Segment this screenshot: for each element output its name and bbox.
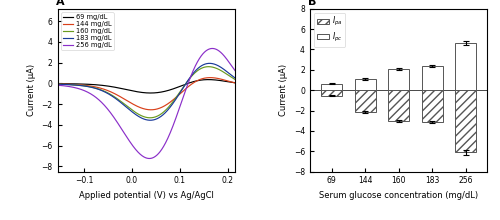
Bar	[422, 90, 442, 122]
160 mg/dL	[168, 103, 174, 106]
256 mg/dL	[162, 141, 168, 144]
256 mg/dL	[54, 84, 60, 86]
Y-axis label: Current (μA): Current (μA)	[27, 64, 36, 116]
69 mg/dL	[190, 81, 196, 83]
183 mg/dL	[162, 111, 168, 114]
Text: B: B	[308, 0, 316, 7]
Bar	[321, 84, 342, 90]
Legend: 69 mg/dL, 144 mg/dL, 160 mg/dL, 183 mg/dL, 256 mg/dL: 69 mg/dL, 144 mg/dL, 160 mg/dL, 183 mg/d…	[62, 12, 114, 50]
160 mg/dL	[66, 83, 71, 86]
144 mg/dL	[54, 83, 60, 85]
160 mg/dL	[208, 66, 214, 68]
69 mg/dL	[66, 82, 71, 85]
69 mg/dL	[232, 81, 238, 84]
Line: 160 mg/dL: 160 mg/dL	[58, 67, 235, 118]
Legend: $\mathit{I}_{pa}$, $\mathit{I}_{pc}$: $\mathit{I}_{pa}$, $\mathit{I}_{pc}$	[314, 13, 345, 47]
160 mg/dL	[54, 83, 60, 86]
X-axis label: Serum glucose concentration (mg/dL): Serum glucose concentration (mg/dL)	[319, 191, 478, 200]
256 mg/dL	[66, 85, 71, 88]
183 mg/dL	[66, 83, 71, 86]
Bar	[321, 90, 342, 96]
144 mg/dL	[66, 83, 71, 86]
Bar	[354, 79, 376, 90]
X-axis label: Applied potential (V) vs Ag/AgCl: Applied potential (V) vs Ag/AgCl	[79, 191, 214, 200]
256 mg/dL	[158, 149, 164, 152]
Line: 69 mg/dL: 69 mg/dL	[58, 80, 235, 93]
183 mg/dL	[190, 73, 196, 75]
183 mg/dL	[232, 77, 238, 79]
256 mg/dL	[190, 71, 196, 73]
183 mg/dL	[158, 115, 164, 118]
Bar	[456, 43, 476, 90]
144 mg/dL	[232, 82, 238, 84]
Bar	[388, 90, 409, 121]
69 mg/dL	[148, 92, 154, 94]
183 mg/dL	[168, 105, 174, 108]
Y-axis label: Current (μA): Current (μA)	[279, 64, 288, 116]
144 mg/dL	[158, 106, 164, 109]
144 mg/dL	[207, 76, 213, 79]
144 mg/dL	[148, 108, 154, 111]
256 mg/dL	[208, 47, 214, 50]
256 mg/dL	[210, 47, 216, 50]
144 mg/dL	[168, 100, 174, 103]
Line: 144 mg/dL: 144 mg/dL	[58, 78, 235, 110]
Text: A: A	[56, 0, 64, 7]
144 mg/dL	[190, 82, 196, 85]
69 mg/dL	[158, 91, 164, 94]
160 mg/dL	[232, 78, 238, 81]
256 mg/dL	[232, 70, 238, 72]
160 mg/dL	[147, 116, 153, 119]
183 mg/dL	[54, 83, 60, 86]
160 mg/dL	[190, 74, 196, 77]
69 mg/dL	[208, 78, 214, 81]
69 mg/dL	[54, 82, 60, 85]
Line: 256 mg/dL: 256 mg/dL	[58, 48, 235, 158]
69 mg/dL	[168, 88, 174, 91]
Bar	[354, 90, 376, 112]
160 mg/dL	[206, 65, 212, 68]
69 mg/dL	[162, 90, 168, 92]
144 mg/dL	[208, 76, 214, 79]
183 mg/dL	[147, 119, 153, 122]
160 mg/dL	[162, 109, 168, 112]
160 mg/dL	[158, 113, 164, 116]
Bar	[422, 66, 442, 90]
69 mg/dL	[206, 78, 212, 81]
256 mg/dL	[146, 157, 152, 160]
183 mg/dL	[206, 62, 212, 65]
Line: 183 mg/dL: 183 mg/dL	[58, 63, 235, 120]
256 mg/dL	[168, 130, 174, 132]
144 mg/dL	[162, 104, 168, 106]
Bar	[456, 90, 476, 152]
Bar	[388, 69, 409, 90]
183 mg/dL	[208, 62, 214, 65]
